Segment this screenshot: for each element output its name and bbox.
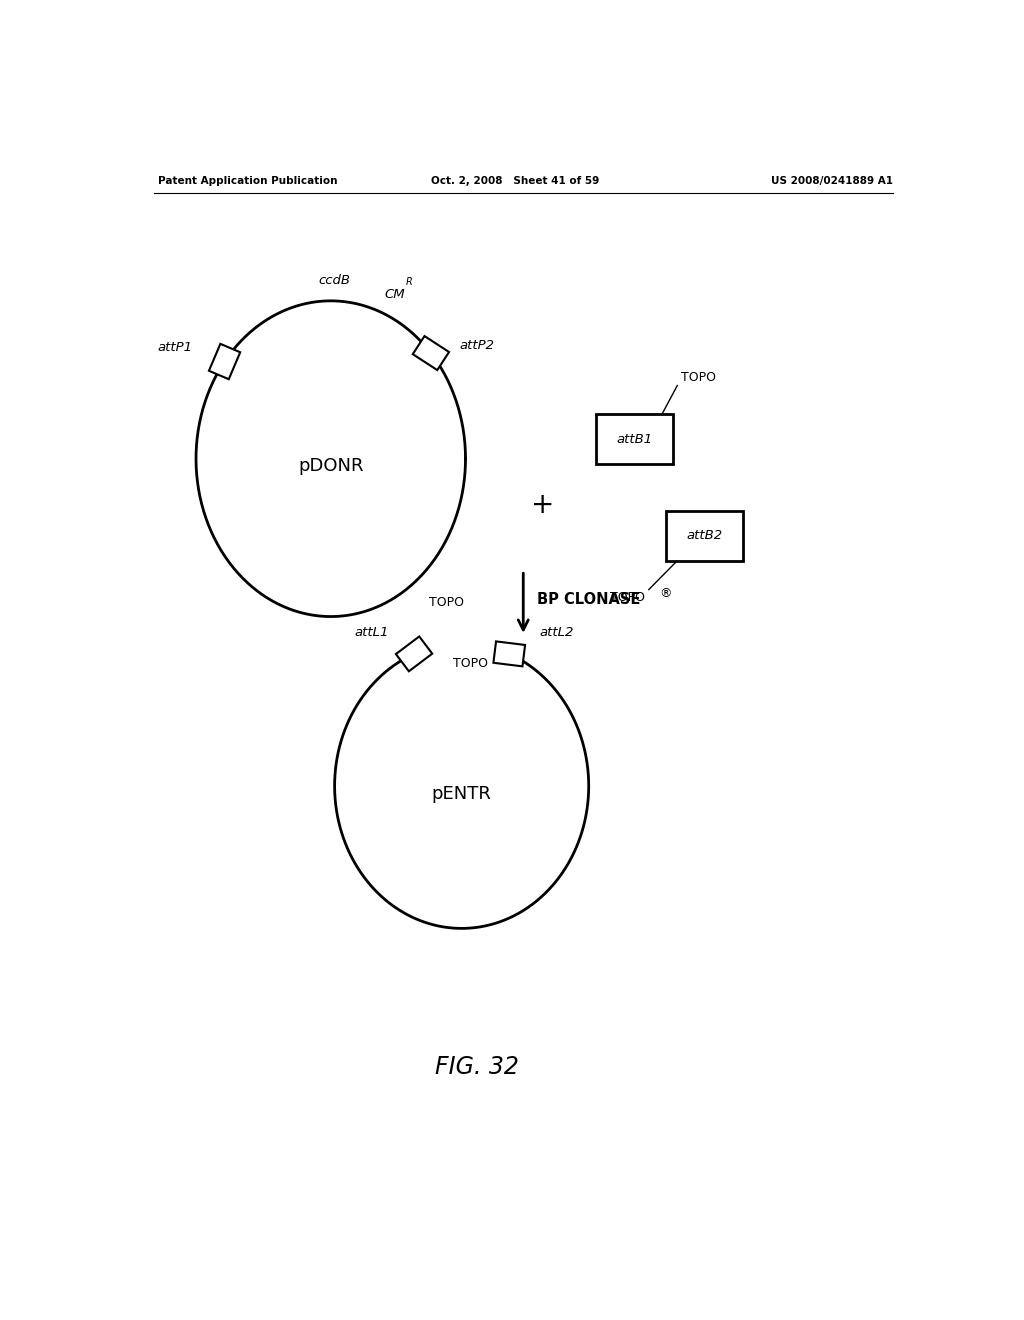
Polygon shape [209, 343, 241, 379]
Polygon shape [413, 337, 450, 370]
Text: attB2: attB2 [686, 529, 722, 543]
Text: ccdB: ccdB [318, 275, 350, 286]
Text: attP1: attP1 [157, 341, 193, 354]
Text: +: + [530, 491, 554, 519]
Polygon shape [396, 636, 432, 672]
Bar [666, 511, 742, 561]
Text: ®: ® [658, 587, 672, 601]
Text: US 2008/0241889 A1: US 2008/0241889 A1 [771, 176, 893, 186]
Text: attL1: attL1 [354, 626, 389, 639]
Text: CM: CM [384, 288, 404, 301]
Text: R: R [406, 277, 413, 288]
Text: Patent Application Publication: Patent Application Publication [158, 176, 337, 186]
Polygon shape [494, 642, 525, 667]
Text: Oct. 2, 2008   Sheet 41 of 59: Oct. 2, 2008 Sheet 41 of 59 [431, 176, 599, 186]
Text: attP2: attP2 [460, 339, 495, 352]
Text: attB1: attB1 [616, 433, 653, 446]
Text: TOPO: TOPO [610, 591, 645, 605]
Text: TOPO: TOPO [681, 371, 716, 384]
Text: BP CLONASE: BP CLONASE [538, 591, 640, 607]
Text: TOPO: TOPO [453, 656, 487, 669]
Text: FIG. 32: FIG. 32 [435, 1055, 519, 1078]
Bar [596, 414, 674, 465]
Text: attL2: attL2 [540, 626, 574, 639]
Text: pDONR: pDONR [298, 458, 364, 475]
Text: pENTR: pENTR [432, 784, 492, 803]
Text: TOPO: TOPO [429, 597, 464, 610]
